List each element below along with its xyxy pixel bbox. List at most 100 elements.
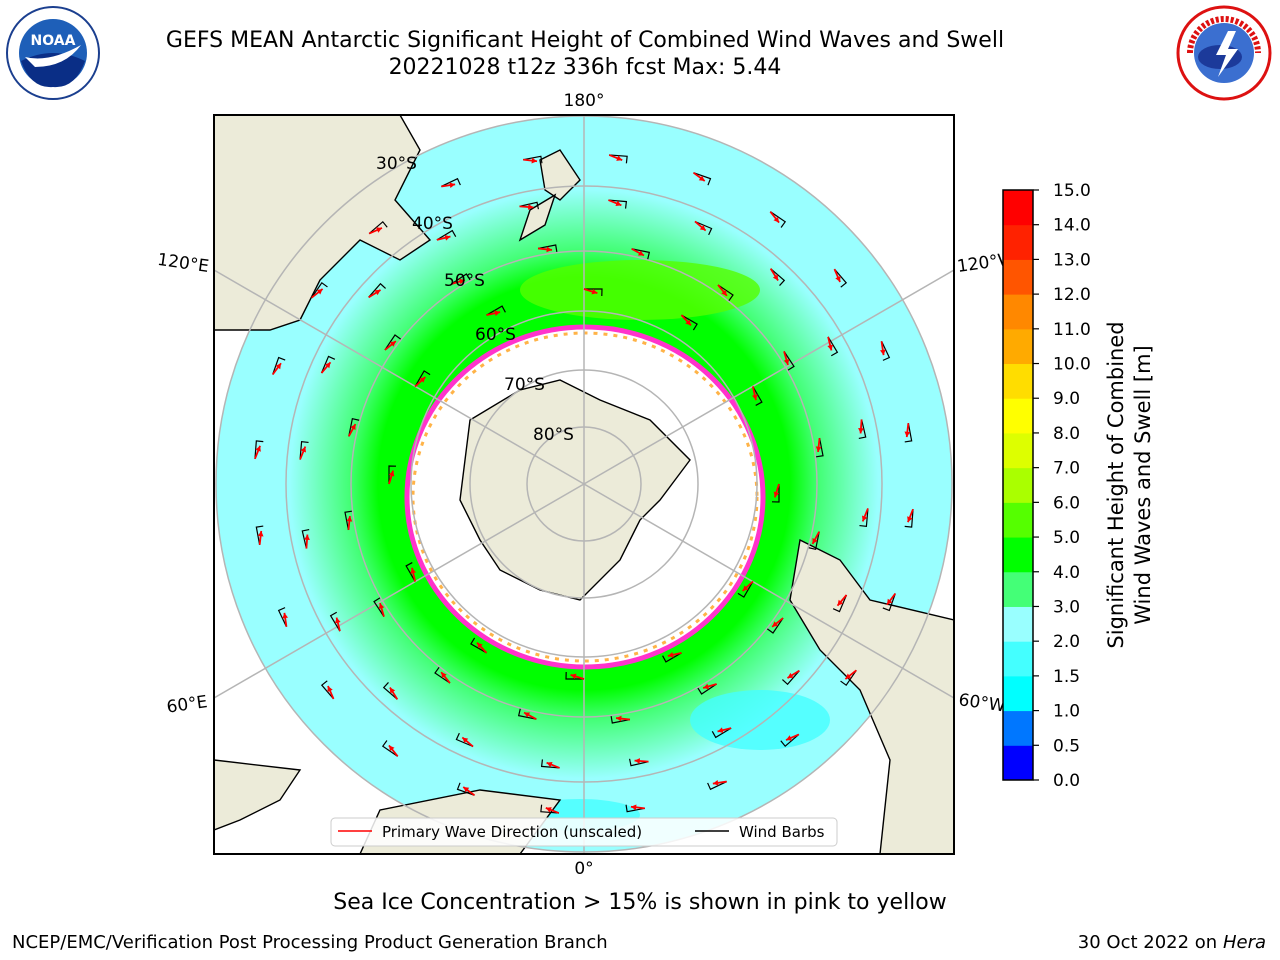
wind-barb [537,244,558,252]
colorbar-tick-label: 15.0 [1053,181,1091,201]
colorbar-segment [1003,710,1033,746]
colorbar-tick-label: 8.0 [1053,424,1080,444]
wave-arrow-head [255,445,261,452]
wind-barb [816,437,824,458]
wind-barb [717,284,734,302]
wind-barb [272,356,286,375]
wind-barb [631,248,651,260]
wind-barb [694,220,713,236]
wind-barb [523,155,543,164]
wind-barb [456,782,475,796]
lon-label-60w: 60°W [957,690,1006,716]
wave-arrow-head [389,341,396,347]
wind-barb [858,419,867,439]
lat-label-70s: 70°S [504,375,545,395]
meridian-120e [214,269,585,485]
colorbar-label-line2: Wind Waves and Swell [m] [1131,345,1155,625]
wave-arrow-head [441,672,447,679]
wind-barb [348,417,360,437]
colorbar-frame [1002,189,1034,781]
colorbar-segment [1003,641,1033,677]
wave-arrow-head [907,516,913,523]
colorbar-tick-label: 2.0 [1053,632,1080,652]
wave-arrow-head [721,289,727,296]
wind-barb [320,680,334,700]
wave-arrow-head [531,157,538,164]
colorbar-label-line1: Significant Height of Combined [1104,321,1128,648]
wave-arrow-head [812,537,818,544]
wind-barb [301,529,310,549]
wind-barb [782,670,800,686]
wind-barb [771,484,780,503]
wave-arrow-head [410,567,416,574]
wave-arrow-head [570,673,577,680]
wave-arrow-head [458,278,465,285]
wind-barb [608,199,628,209]
colorbar-segment [1003,363,1033,399]
wind-barb [609,154,628,164]
lat-label-40s: 40°S [412,214,453,234]
colorbar-segment [1003,328,1033,365]
wind-barb [320,355,336,374]
colorbar-tick-label: 0.5 [1053,736,1080,756]
wave-arrow-head [742,585,749,592]
colorbar [1002,189,1034,781]
wind-barb [834,268,848,288]
wind-barb [436,229,457,241]
wave-arrow-head [275,363,282,370]
wave-arrow-head [476,642,483,649]
wave-arrow-head [494,310,501,316]
legend-label-wind: Wind Barbs [739,823,825,841]
wind-barb [766,617,784,634]
footer-date: 30 Oct 2022 on [1077,932,1223,953]
wind-barb [832,594,848,613]
wave-arrow-head [388,745,395,752]
wind-barb [311,281,328,299]
colorbar-tick-label: 4.0 [1053,563,1080,583]
wind-barb [486,305,506,316]
wave-arrow-head [419,376,426,383]
wave-arrow-head [837,599,844,606]
colorbar-tick-label: 1.5 [1053,667,1080,687]
wave-arrow-head [786,735,792,741]
wave-arrow-head [772,274,779,281]
wave-arrow-head [783,358,790,365]
wave-arrow-head [904,431,911,438]
wave-arrow-head [815,446,822,452]
wave-arrow-head [698,175,705,182]
wave-arrow-head [858,427,864,434]
wave-arrow-head [667,652,674,658]
wind-barb [470,637,487,654]
colorbar-ticks: 0.0 0.5 1.0 1.5 2.0 3.0 4.0 5.0 6.0 7.0 8.0 9.0 10.0… [1033,181,1091,791]
colorbar-segment [1003,467,1033,503]
lon-label-180: 180° [564,91,605,111]
wave-arrow-head [773,491,780,498]
wind-barb [519,201,539,210]
wind-barb [299,440,309,460]
wind-barb [277,607,287,627]
wind-barb [707,781,727,791]
wind-barb [693,172,712,186]
wind-barb [584,288,603,297]
meridian-60e [214,483,585,699]
wave-arrow-head [324,362,331,369]
chart-subtitle: 20221028 t12z 336h fcst Max: 5.44 [388,55,782,80]
colorbar-tick-label: 12.0 [1053,285,1091,305]
wind-barb [455,732,474,748]
wind-barb [882,593,896,612]
colorbar-tick-label: 6.0 [1053,493,1080,513]
wind-barb [368,282,386,298]
wind-barb [808,531,820,551]
colorbar-segment [1003,745,1033,781]
wind-barb [629,758,649,767]
new-zealand-south [518,193,557,242]
wave-arrow-head [772,621,779,627]
wind-barb [681,314,698,331]
colorbar-segment [1003,294,1033,330]
sea-ice-caption: Sea Ice Concentration > 15% is shown in … [333,890,947,915]
colorbar-segment [1003,432,1033,469]
lat-label-80s: 80°S [533,425,574,445]
colorbar-tick-label: 11.0 [1053,320,1091,340]
wave-arrow-head [787,672,794,679]
